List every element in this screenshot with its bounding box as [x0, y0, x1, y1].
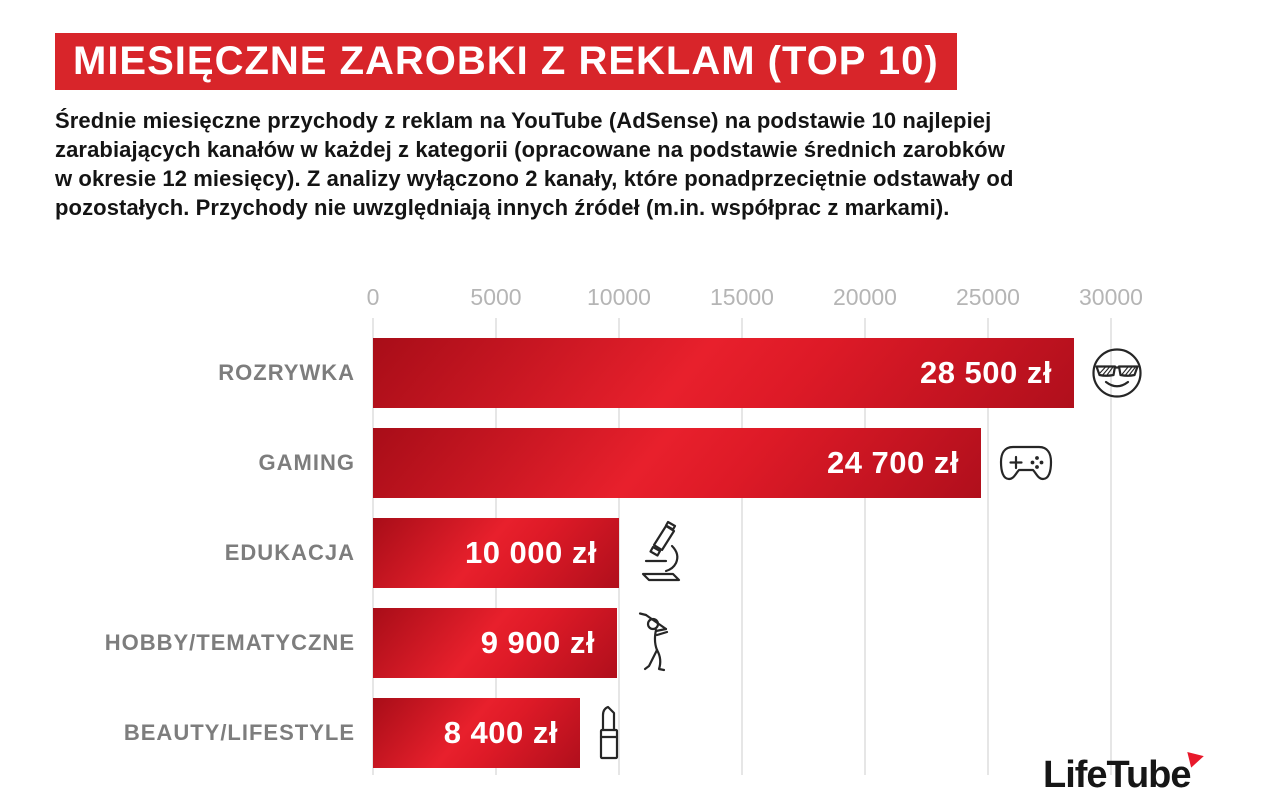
bar-edukacja: 10 000 zł	[373, 518, 619, 588]
golfer-icon	[633, 608, 681, 678]
microscope-icon	[635, 518, 687, 588]
bar-row-rozrywka: ROZRYWKA 28 500 zł	[0, 338, 1280, 408]
bar-value: 10 000 zł	[464, 535, 597, 570]
category-label: GAMING	[258, 450, 355, 475]
x-axis-tick: 20000	[833, 284, 897, 310]
play-triangle-icon	[1187, 748, 1206, 768]
bar-hobby: 9 900 zł	[373, 608, 617, 678]
lipstick-icon	[596, 698, 622, 768]
x-axis-tick: 5000	[470, 284, 522, 310]
bar-value: 28 500 zł	[919, 355, 1052, 390]
gridline	[618, 318, 620, 775]
bar-gaming: 24 700 zł	[373, 428, 981, 498]
bar-value: 8 400 zł	[443, 715, 558, 750]
gridline	[1110, 318, 1112, 775]
lifetube-logo: LifeTube	[1043, 748, 1213, 800]
gamepad-icon	[997, 428, 1055, 498]
bar-row-hobby: HOBBY/TEMATYCZNE 9 900 zł	[0, 608, 1280, 678]
cool-face-icon	[1090, 338, 1144, 408]
gridline	[864, 318, 866, 775]
category-label: BEAUTY/LIFESTYLE	[123, 720, 355, 745]
category-label: ROZRYWKA	[218, 360, 355, 385]
x-axis-tick: 30000	[1079, 284, 1143, 310]
x-axis-tick: 25000	[956, 284, 1020, 310]
page-title: MIESIĘCZNE ZAROBKI Z REKLAM (TOP 10)	[55, 33, 957, 90]
x-axis-tick: 10000	[587, 284, 651, 310]
bar-chart: 0 5000 10000 15000 20000 25000 30000 ROZ…	[0, 278, 1280, 783]
gridline	[987, 318, 989, 775]
x-axis-tick: 15000	[710, 284, 774, 310]
gridline	[741, 318, 743, 775]
bar-value: 24 700 zł	[826, 445, 959, 480]
bar-row-gaming: GAMING 24 700 zł	[0, 428, 1280, 498]
x-axis-tick: 0	[366, 284, 380, 310]
bar-row-edukacja: EDUKACJA 10 000 zł	[0, 518, 1280, 588]
bar-beauty: 8 400 zł	[373, 698, 580, 768]
category-label: EDUKACJA	[224, 540, 355, 565]
bar-value: 9 900 zł	[480, 625, 595, 660]
description-text: Średnie miesięczne przychody z reklam na…	[55, 108, 1014, 220]
bar-row-beauty: BEAUTY/LIFESTYLE 8 400 zł	[0, 698, 1280, 768]
lifetube-logo-text: LifeTube	[1043, 754, 1192, 796]
bar-rozrywka: 28 500 zł	[373, 338, 1074, 408]
category-label: HOBBY/TEMATYCZNE	[104, 630, 355, 655]
